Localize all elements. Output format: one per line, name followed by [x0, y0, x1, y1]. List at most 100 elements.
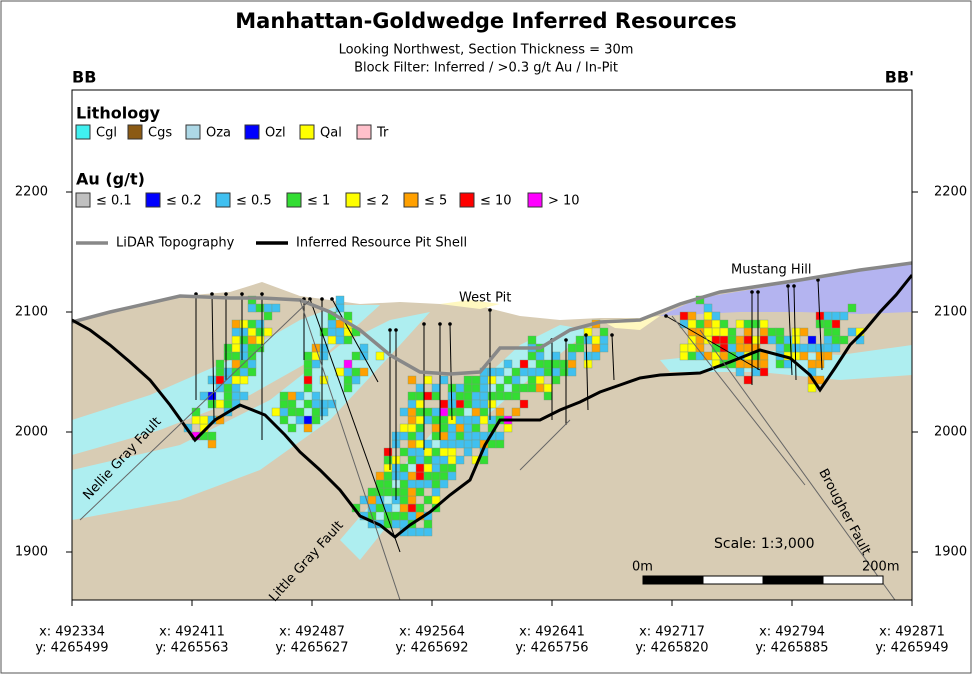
block — [479, 391, 489, 401]
block — [703, 327, 713, 337]
block — [215, 367, 225, 377]
block — [703, 303, 713, 313]
block — [743, 335, 753, 345]
subtitle: Block Filter: Inferred / >0.3 g/t Au / I… — [354, 61, 618, 76]
block — [191, 407, 201, 417]
block — [759, 367, 769, 377]
elevation-label: 2200 — [15, 185, 48, 200]
block — [783, 359, 793, 369]
block — [423, 375, 433, 385]
block — [439, 439, 449, 449]
block — [463, 447, 473, 457]
block — [727, 343, 737, 353]
block — [535, 351, 545, 361]
block — [447, 463, 457, 473]
block — [399, 511, 409, 521]
block — [223, 375, 233, 385]
block — [247, 359, 257, 369]
block — [831, 335, 841, 345]
block — [767, 327, 777, 337]
coord-label: y: 4265563 — [155, 641, 228, 656]
block — [231, 383, 241, 393]
block — [303, 383, 313, 393]
block — [375, 503, 385, 513]
block — [815, 351, 825, 361]
block — [351, 351, 361, 361]
block — [591, 343, 601, 353]
block — [455, 415, 465, 425]
legend-swatch — [244, 124, 260, 140]
block — [527, 335, 537, 345]
block — [455, 431, 465, 441]
drillhole — [331, 298, 379, 383]
block — [423, 439, 433, 449]
block — [487, 439, 497, 449]
pit-shell — [72, 274, 912, 539]
block — [431, 391, 441, 401]
drillhole — [611, 334, 615, 381]
collar — [816, 278, 820, 282]
block — [551, 367, 561, 377]
block — [495, 431, 505, 441]
block — [719, 335, 729, 345]
legend-swatch — [127, 124, 143, 140]
legend-label: ≤ 1 — [307, 194, 330, 209]
block — [743, 327, 753, 337]
block — [215, 359, 225, 369]
block — [399, 463, 409, 473]
block — [239, 335, 249, 345]
collar — [394, 328, 398, 332]
block — [383, 463, 393, 473]
block — [431, 455, 441, 465]
block — [823, 311, 833, 321]
block — [319, 343, 329, 353]
block — [839, 311, 849, 321]
block — [775, 359, 785, 369]
block — [463, 399, 473, 409]
block — [239, 327, 249, 337]
block — [399, 487, 409, 497]
block — [383, 447, 393, 457]
block — [687, 311, 697, 321]
block — [679, 311, 689, 321]
elevation-label: 2200 — [934, 185, 967, 200]
ozl-unit — [660, 264, 912, 316]
scale-segment — [822, 575, 884, 585]
block — [503, 359, 513, 369]
block — [231, 327, 241, 337]
block — [495, 407, 505, 417]
block — [287, 399, 297, 409]
block — [407, 439, 417, 449]
block — [303, 375, 313, 385]
block — [527, 367, 537, 377]
block — [343, 311, 353, 321]
block — [567, 351, 577, 361]
block — [447, 439, 457, 449]
block — [735, 335, 745, 345]
elevation-label: 2000 — [934, 425, 967, 440]
block — [511, 375, 521, 385]
block — [327, 319, 337, 329]
block — [303, 367, 313, 377]
block — [431, 407, 441, 417]
collar — [786, 284, 790, 288]
legend-swatch — [75, 124, 91, 140]
block — [471, 407, 481, 417]
legend-label: ≤ 5 — [424, 194, 447, 209]
block — [479, 431, 489, 441]
block — [511, 407, 521, 417]
block — [447, 455, 457, 465]
block — [455, 407, 465, 417]
block — [511, 383, 521, 393]
block — [319, 375, 329, 385]
block — [343, 375, 353, 385]
collar — [756, 290, 760, 294]
legend-swatch — [299, 124, 315, 140]
block — [415, 383, 425, 393]
block — [727, 327, 737, 337]
block — [423, 407, 433, 417]
block — [415, 439, 425, 449]
collar — [584, 333, 588, 337]
block — [495, 383, 505, 393]
block — [255, 327, 265, 337]
